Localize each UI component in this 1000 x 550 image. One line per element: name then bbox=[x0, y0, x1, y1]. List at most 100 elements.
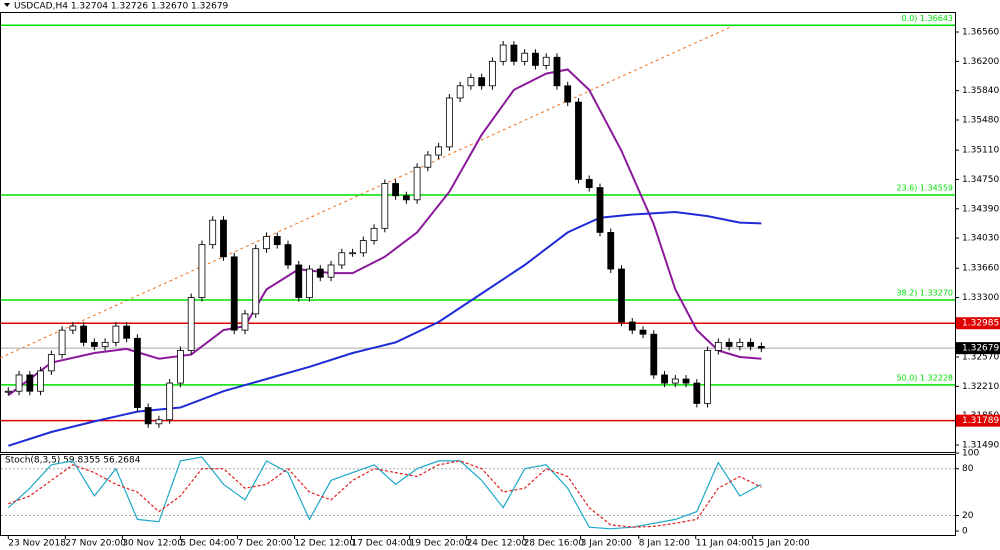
candle-body bbox=[273, 236, 281, 246]
candle-body bbox=[123, 325, 131, 339]
y-tick-label: 1.32570 bbox=[962, 353, 999, 363]
candle-body bbox=[618, 268, 625, 323]
candle-body bbox=[650, 333, 658, 376]
candle-body bbox=[435, 146, 443, 156]
candle-body bbox=[585, 179, 593, 189]
candle-body bbox=[198, 244, 206, 298]
candle-body bbox=[542, 56, 550, 66]
y-tick-label: 20 bbox=[962, 511, 974, 521]
y-tick-label: 0 bbox=[962, 527, 968, 537]
y-tick-label: 1.34390 bbox=[962, 204, 999, 214]
x-tick-label: 17 Dec 04:00 bbox=[351, 539, 412, 549]
candle-body bbox=[316, 268, 324, 278]
x-tick-label: 8 Jan 12:00 bbox=[639, 539, 691, 549]
y-tick-label: 1.31490 bbox=[962, 440, 999, 450]
y-tick-label: 1.34030 bbox=[962, 234, 999, 244]
candle-body bbox=[478, 77, 486, 87]
level-label: 1.32985 bbox=[962, 319, 999, 329]
candle-body bbox=[252, 248, 260, 315]
candle-body bbox=[220, 219, 227, 258]
level-label: 50.0) 1.32228 bbox=[896, 373, 953, 382]
candle-body bbox=[177, 350, 184, 384]
candle-body bbox=[327, 264, 335, 278]
y-tick-label: 80 bbox=[962, 464, 974, 474]
x-tick-label: 24 Dec 12:00 bbox=[467, 539, 528, 549]
candle-body bbox=[628, 321, 636, 331]
x-tick-label: 11 Jan 04:00 bbox=[696, 539, 753, 549]
candle-body bbox=[230, 256, 238, 331]
trend-line bbox=[0, 24, 736, 359]
candle-body bbox=[564, 85, 572, 103]
x-tick-label: 12 Dec 12:00 bbox=[294, 539, 355, 549]
level-label: 0.0) 1.36643 bbox=[902, 14, 953, 23]
candle-body bbox=[209, 219, 217, 246]
menu-arrow[interactable] bbox=[4, 3, 10, 7]
candle-body bbox=[413, 166, 421, 201]
candle-body bbox=[4, 390, 12, 393]
candle-body bbox=[704, 350, 711, 404]
x-tick-label: 15 Jan 20:00 bbox=[753, 539, 810, 549]
candle-body bbox=[26, 374, 34, 392]
y-tick-label: 1.36200 bbox=[962, 57, 999, 67]
candle-body bbox=[58, 329, 66, 355]
candle-body bbox=[381, 183, 389, 229]
y-tick-label: 1.35840 bbox=[962, 86, 999, 96]
candle-body bbox=[37, 370, 44, 392]
y-tick-label: 1.34750 bbox=[962, 175, 999, 185]
y-tick-label: 1.33660 bbox=[962, 264, 999, 274]
candle-body bbox=[349, 252, 356, 255]
last-price-tag bbox=[956, 342, 1000, 355]
x-tick-label: 3 Jan 20:00 bbox=[581, 539, 633, 549]
candle-body bbox=[757, 346, 765, 349]
candle-body bbox=[456, 85, 464, 99]
candle-body bbox=[133, 337, 141, 408]
y-tick-label: 1.36560 bbox=[962, 28, 999, 38]
candle-body bbox=[693, 382, 701, 404]
candle-body bbox=[241, 313, 249, 331]
candle-body bbox=[187, 297, 195, 351]
candle-body bbox=[553, 56, 561, 87]
candle-body bbox=[166, 382, 174, 421]
candle-body bbox=[144, 407, 152, 425]
candle-body bbox=[306, 268, 313, 298]
candle-body bbox=[295, 264, 303, 298]
moving-average bbox=[7, 68, 762, 397]
main-panel bbox=[0, 12, 956, 453]
candle-body bbox=[521, 52, 529, 62]
candle-body bbox=[467, 77, 475, 87]
candle-body bbox=[682, 378, 690, 384]
candle-body bbox=[101, 341, 109, 347]
x-tick-label: 27 Nov 20:00 bbox=[65, 539, 126, 549]
symbol-header: USDCAD,H4 1.32704 1.32726 1.32670 1.3267… bbox=[14, 2, 229, 12]
candle-body bbox=[499, 44, 507, 62]
candle-body bbox=[596, 187, 604, 233]
candle-body bbox=[747, 341, 754, 347]
candle-body bbox=[714, 341, 722, 351]
candle-body bbox=[661, 374, 668, 384]
candle-body bbox=[510, 44, 518, 62]
level-label: 38.2) 1.33270 bbox=[896, 289, 953, 298]
candle-body bbox=[112, 325, 120, 343]
candle-body bbox=[338, 252, 346, 266]
x-tick-label: 23 Nov 2018 bbox=[8, 539, 66, 549]
candle-body bbox=[392, 183, 399, 197]
x-tick-label: 28 Dec 16:00 bbox=[524, 539, 585, 549]
y-tick-label: 1.35480 bbox=[962, 115, 999, 125]
candle-body bbox=[532, 52, 539, 66]
moving-average bbox=[7, 210, 762, 447]
candle-body bbox=[424, 154, 432, 168]
candle-body bbox=[489, 60, 496, 87]
x-tick-label: 19 Dec 20:00 bbox=[410, 539, 471, 549]
candle-body bbox=[155, 419, 163, 425]
candle-body bbox=[15, 374, 23, 392]
candle-body bbox=[445, 97, 453, 148]
stoch-panel bbox=[0, 454, 956, 536]
candle-body bbox=[402, 195, 410, 201]
stoch-line bbox=[7, 456, 762, 530]
x-tick-label: 5 Dec 04:00 bbox=[180, 539, 235, 549]
candle-body bbox=[575, 101, 582, 180]
y-tick-label: 100 bbox=[962, 449, 979, 459]
candle-body bbox=[284, 244, 292, 266]
